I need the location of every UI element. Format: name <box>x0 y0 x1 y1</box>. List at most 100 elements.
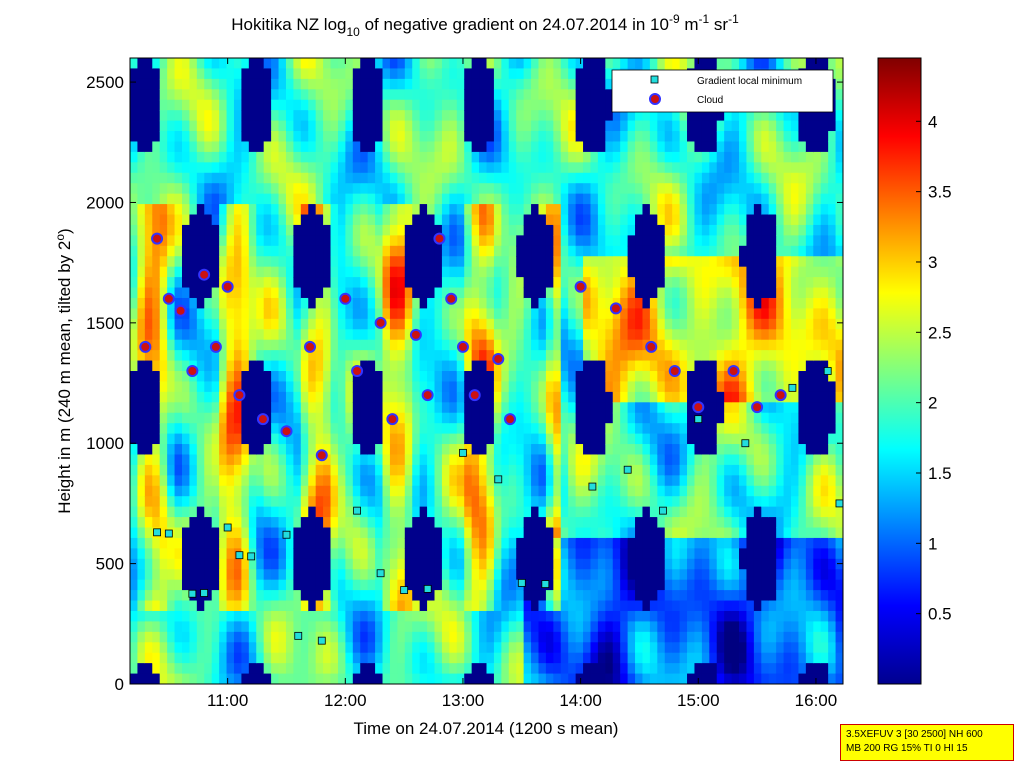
heatmap-cell <box>620 412 629 424</box>
heatmap-cell <box>189 245 198 257</box>
heatmap-cell <box>404 297 413 309</box>
heatmap-cell <box>397 131 406 143</box>
heatmap-cell <box>441 78 450 90</box>
heatmap-cell <box>701 454 710 466</box>
heatmap-cell <box>219 308 228 320</box>
heatmap-cell <box>545 162 554 174</box>
heatmap-cell <box>263 475 272 487</box>
heatmap-cell <box>523 245 532 257</box>
heatmap-cell <box>174 579 183 591</box>
heatmap-cell <box>323 162 332 174</box>
heatmap-cell <box>620 475 629 487</box>
heatmap-cell <box>553 548 562 560</box>
heatmap-cell <box>360 537 369 549</box>
heatmap-cell <box>263 193 272 205</box>
heatmap-cell <box>523 412 532 424</box>
heatmap-cell <box>300 308 309 320</box>
heatmap-cell <box>538 131 547 143</box>
heatmap-cell <box>211 621 220 633</box>
heatmap-cell <box>293 663 302 675</box>
heatmap-cell <box>441 99 450 111</box>
heatmap-cell <box>568 485 577 497</box>
heatmap-cell <box>739 673 748 684</box>
heatmap-cell <box>456 277 465 289</box>
heatmap-cell <box>664 266 673 278</box>
heatmap-cell <box>620 631 629 643</box>
heatmap-cell <box>642 141 651 153</box>
heatmap-cell <box>627 204 636 216</box>
heatmap-cell <box>493 131 502 143</box>
heatmap-cell <box>501 120 510 132</box>
heatmap-cell <box>174 464 183 476</box>
heatmap-cell <box>352 464 361 476</box>
heatmap-cell <box>679 631 688 643</box>
heatmap-cell <box>456 151 465 163</box>
heatmap-cell <box>263 579 272 591</box>
heatmap-cell <box>516 663 525 675</box>
heatmap-cell <box>649 391 658 403</box>
heatmap-cell <box>716 120 725 132</box>
heatmap-cell <box>181 454 191 466</box>
heatmap-cell <box>583 454 592 466</box>
heatmap-cell <box>649 402 658 414</box>
heatmap-cell <box>724 172 733 184</box>
heatmap-cell <box>508 496 517 508</box>
heatmap-cell <box>471 89 480 101</box>
heatmap-cell <box>642 642 651 654</box>
heatmap-cell <box>553 475 562 487</box>
heatmap-cell <box>211 642 220 654</box>
heatmap-cell <box>174 527 183 539</box>
heatmap-cell <box>694 642 703 654</box>
heatmap-cell <box>679 350 688 362</box>
heatmap-cell <box>345 391 354 403</box>
heatmap-cell <box>724 235 733 247</box>
heatmap-cell <box>271 78 280 90</box>
heatmap-cell <box>382 444 391 456</box>
heatmap-cell <box>144 360 153 372</box>
heatmap-cell <box>590 89 599 101</box>
heatmap-cell <box>367 558 376 570</box>
heatmap-cell <box>271 151 280 163</box>
heatmap-cell <box>471 297 480 309</box>
heatmap-cell <box>204 339 213 351</box>
heatmap-cell <box>434 99 443 111</box>
heatmap-cell <box>360 172 369 184</box>
heatmap-cell <box>360 141 369 153</box>
heatmap-cell <box>427 360 436 372</box>
heatmap-cell <box>620 517 629 529</box>
heatmap-cell <box>256 381 265 393</box>
heatmap-cell <box>672 339 681 351</box>
heatmap-cell <box>560 537 569 549</box>
chart-title: Hokitika NZ log10 of negative gradient o… <box>231 12 739 39</box>
heatmap-cell <box>167 350 176 362</box>
heatmap-cell <box>382 318 391 330</box>
heatmap-cell <box>315 151 324 163</box>
heatmap-cell <box>479 183 488 195</box>
heatmap-cell <box>620 141 629 153</box>
heatmap-cell <box>612 600 621 612</box>
heatmap-cell <box>471 423 480 435</box>
heatmap-cell <box>642 475 651 487</box>
heatmap-cell <box>545 318 554 330</box>
heatmap-cell <box>434 245 443 257</box>
heatmap-cell <box>746 141 755 153</box>
heatmap-cell <box>181 350 191 362</box>
heatmap-cell <box>553 590 562 602</box>
heatmap-cell <box>241 579 250 591</box>
heatmap-cell <box>130 204 139 216</box>
heatmap-cell <box>152 183 161 195</box>
heatmap-cell <box>419 371 428 383</box>
heatmap-cell <box>523 496 532 508</box>
heatmap-cell <box>501 183 510 195</box>
heatmap-cell <box>716 297 725 309</box>
heatmap-cell <box>538 496 547 508</box>
heatmap-cell <box>635 204 644 216</box>
heatmap-cell <box>241 475 250 487</box>
heatmap-cell <box>337 433 346 445</box>
heatmap-cell <box>389 381 398 393</box>
heatmap-cell <box>716 329 725 341</box>
heatmap-cell <box>516 506 525 518</box>
heatmap-cell <box>375 183 384 195</box>
heatmap-cell <box>404 131 413 143</box>
heatmap-cell <box>397 412 406 424</box>
